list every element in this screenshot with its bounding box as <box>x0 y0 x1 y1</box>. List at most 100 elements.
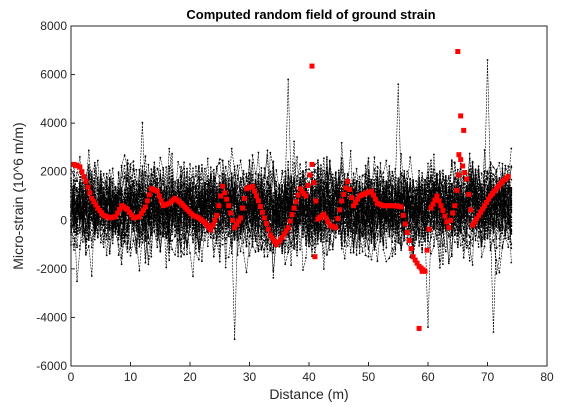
realization-point <box>311 240 313 243</box>
realization-point <box>275 169 278 171</box>
realization-point <box>409 223 412 226</box>
realization-point <box>266 197 269 200</box>
realization-point <box>439 259 441 262</box>
realization-point <box>421 251 423 254</box>
realization-point <box>373 183 376 185</box>
realization-point <box>224 165 227 168</box>
realization-point <box>156 239 159 242</box>
realization-point <box>171 240 174 242</box>
realization-point <box>192 241 194 244</box>
realization-point <box>251 197 254 199</box>
realization-point <box>340 142 343 144</box>
realization-point <box>272 251 275 254</box>
realization-point <box>358 175 361 178</box>
realization-point <box>212 236 215 239</box>
realization-point <box>397 216 400 219</box>
realization-point <box>198 243 200 246</box>
realization-point <box>477 165 480 168</box>
realization-point <box>346 194 349 197</box>
realization-point <box>510 147 513 150</box>
realization-point <box>498 271 501 274</box>
realization-point <box>433 245 435 248</box>
realization-point <box>272 160 275 163</box>
realization-point <box>96 192 99 195</box>
realization-point <box>204 183 206 185</box>
realization-point <box>343 257 346 260</box>
realization-point <box>120 222 123 225</box>
realization-point <box>447 235 450 238</box>
realization-point <box>334 208 337 210</box>
realization-point <box>415 186 417 189</box>
realization-point <box>450 255 453 258</box>
realization-point <box>236 184 239 187</box>
realization-point <box>233 239 236 241</box>
realization-point <box>317 243 319 245</box>
realization-point <box>486 230 489 232</box>
realization-point <box>403 170 406 172</box>
realization-point <box>123 164 126 167</box>
realization-point <box>162 190 165 193</box>
realization-point <box>93 170 96 172</box>
realization-point <box>391 225 394 228</box>
realization-point <box>439 245 441 248</box>
realization-point <box>159 156 162 159</box>
realization-point <box>227 160 230 163</box>
realization-point <box>180 226 183 229</box>
realization-point <box>251 179 254 181</box>
realization-point <box>99 170 102 173</box>
realization-point <box>373 241 376 243</box>
realization-point <box>192 275 194 278</box>
realization-point <box>168 147 171 150</box>
realization-point <box>254 226 257 228</box>
realization-point <box>507 238 510 241</box>
realization-point <box>400 249 403 252</box>
realization-point <box>79 232 81 234</box>
realization-point <box>165 189 168 192</box>
realization-point <box>105 238 108 241</box>
realization-point <box>138 269 141 272</box>
realization-point <box>120 186 123 189</box>
realization-point <box>317 181 319 183</box>
realization-point <box>433 153 435 156</box>
realization-point <box>156 246 159 249</box>
realization-point <box>215 188 218 191</box>
realization-point <box>474 239 477 242</box>
realization-point <box>450 247 453 250</box>
realization-point <box>266 176 269 179</box>
realization-point <box>111 234 114 237</box>
realization-point <box>215 182 218 185</box>
realization-point <box>76 180 78 183</box>
realization-point <box>495 224 498 227</box>
realization-point <box>444 250 447 253</box>
realization-point <box>108 226 111 229</box>
realization-point <box>290 245 292 248</box>
realization-point <box>195 175 197 177</box>
realization-point <box>242 170 245 172</box>
realization-point <box>450 231 453 234</box>
realization-point <box>263 167 266 170</box>
realization-point <box>201 178 203 181</box>
realization-point <box>314 222 316 225</box>
realization-point <box>126 187 129 190</box>
realization-point <box>165 166 168 169</box>
realization-point <box>415 238 417 241</box>
realization-point <box>507 246 510 249</box>
realization-point <box>302 170 304 173</box>
realization-point <box>204 167 206 170</box>
realization-point <box>174 235 177 238</box>
realization-point <box>186 246 188 249</box>
realization-point <box>382 248 385 251</box>
realization-point <box>272 214 275 217</box>
realization-point <box>224 257 227 259</box>
realization-point <box>79 156 81 158</box>
realization-point <box>141 238 144 241</box>
realization-point <box>352 172 355 175</box>
realization-point <box>394 253 397 256</box>
realization-point <box>504 164 507 167</box>
realization-point <box>296 175 298 178</box>
realization-point <box>159 178 162 180</box>
realization-point <box>266 180 269 183</box>
realization-point <box>352 242 355 244</box>
realization-point <box>180 183 183 186</box>
realization-point <box>87 164 90 166</box>
